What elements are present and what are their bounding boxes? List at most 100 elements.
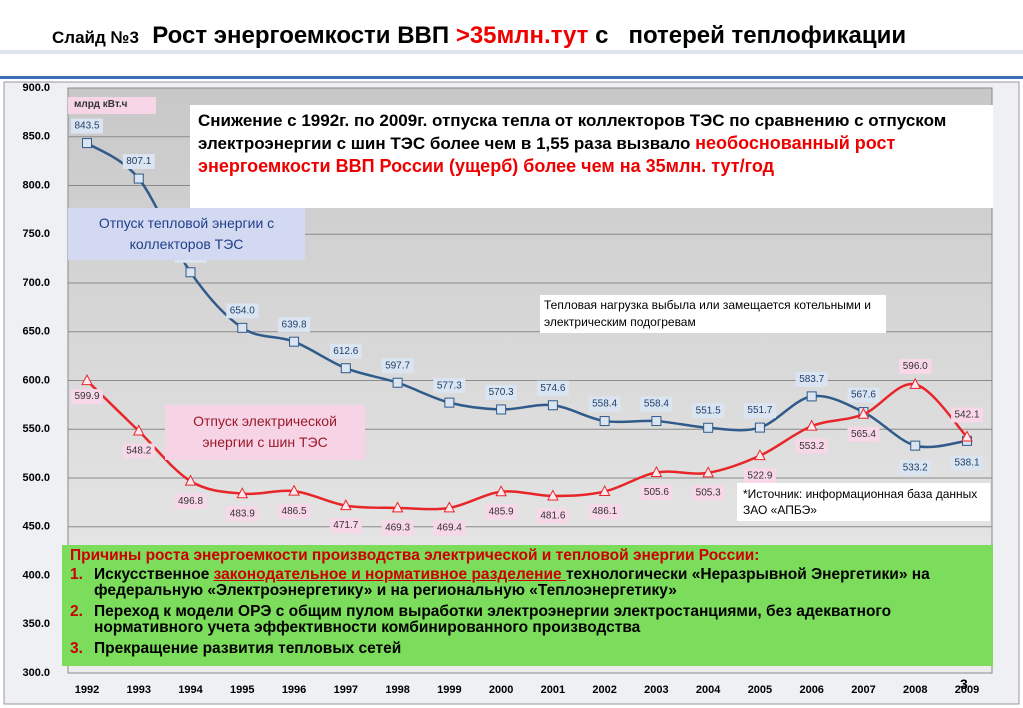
point-marker [599, 416, 610, 427]
point-marker [289, 336, 300, 347]
value-label: 469.4 [437, 522, 462, 533]
x-tick-label: 2000 [489, 684, 513, 696]
value-label-bg [536, 508, 569, 524]
value-label-bg [433, 520, 466, 536]
value-label-bg [485, 384, 518, 400]
item-number: 3. [70, 640, 83, 657]
item-number: 2. [70, 603, 83, 620]
point-marker [495, 485, 507, 497]
value-label-bg [122, 154, 155, 170]
value-label-bg [951, 407, 983, 423]
value-label-bg [795, 371, 828, 387]
value-label-bg [71, 118, 103, 134]
x-tick-label: 1998 [385, 684, 409, 696]
value-label: 533.2 [903, 462, 928, 473]
value-label-bg [743, 403, 776, 419]
y-tick-label: 750.0 [22, 228, 50, 240]
point-marker [444, 397, 455, 408]
value-label: 577.3 [437, 380, 462, 391]
reasons-title: Причины роста энергоемкости производства… [70, 547, 760, 564]
value-label-bg [329, 343, 362, 359]
value-label: 558.4 [592, 399, 617, 410]
reasons-box: Причины роста энергоемкости производства… [62, 545, 993, 666]
note-highlight: необоснованный рост энергоемкости ВВП Ро… [198, 133, 896, 176]
title-highlight: >35млн.тут [455, 22, 589, 49]
y-tick-label: 500.0 [22, 472, 50, 484]
y-tick-label: 400.0 [22, 569, 50, 581]
y-tick-label: 800.0 [22, 179, 50, 191]
point-marker [650, 465, 663, 478]
value-label: 551.7 [747, 405, 772, 416]
value-label-bg [640, 485, 673, 501]
x-tick-label: 1993 [127, 684, 151, 696]
value-label-bg [122, 443, 155, 459]
point-marker [81, 374, 93, 386]
point-marker [754, 449, 766, 461]
value-label: 542.1 [954, 410, 979, 421]
point-marker [185, 267, 196, 278]
y-tick-label: 300.0 [22, 667, 50, 679]
point-marker [857, 407, 870, 419]
value-label-bg [588, 504, 621, 520]
value-label: 612.6 [333, 346, 358, 357]
value-label: 485.9 [489, 506, 514, 517]
header-band [0, 50, 1023, 54]
value-label: 505.6 [644, 487, 669, 498]
unit-label: млрд кВт.ч [68, 97, 156, 114]
legend-entry: Отпуск тепловой энергии с коллекторов ТЭ… [68, 208, 305, 260]
point-marker [651, 416, 662, 427]
value-label: 486.5 [282, 506, 307, 517]
legend-entry: Отпуск электрической энергии с шин ТЭС [165, 405, 365, 460]
point-marker [805, 419, 818, 431]
value-label-bg [692, 403, 725, 419]
point-marker [909, 377, 922, 389]
point-marker [340, 363, 351, 374]
value-label: 551.5 [696, 405, 721, 416]
point-marker [288, 484, 300, 496]
value-label-bg [588, 396, 621, 412]
point-marker [443, 501, 456, 513]
point-marker [547, 400, 558, 411]
value-label: 583.7 [799, 374, 824, 385]
value-label-bg [278, 503, 311, 519]
value-label: 599.9 [74, 391, 99, 402]
value-label-bg [329, 518, 362, 534]
value-label: 567.6 [851, 390, 876, 401]
item-text: Искусственное [94, 566, 214, 583]
value-label: 553.2 [799, 441, 824, 452]
x-tick-label: 1992 [75, 684, 99, 696]
value-label: 574.6 [540, 383, 565, 394]
value-label-bg [226, 506, 259, 522]
y-tick-label: 900.0 [22, 82, 50, 94]
value-label-bg [278, 317, 311, 333]
title-text: Рост энергоемкости ВВП [152, 22, 450, 49]
point-marker [82, 138, 92, 149]
y-tick-label: 700.0 [22, 277, 50, 289]
title: Слайд №3 Рост энергоемкости ВВП >35млн.т… [52, 22, 906, 50]
value-label-bg [951, 455, 983, 471]
x-tick-label: 1996 [282, 684, 306, 696]
x-tick-label: 2008 [903, 684, 927, 696]
value-label-bg [381, 520, 414, 536]
y-tick-label: 600.0 [22, 374, 50, 386]
value-label: 639.8 [282, 319, 307, 330]
value-label-bg [847, 426, 880, 442]
x-tick-label: 2007 [851, 684, 875, 696]
point-marker [754, 422, 765, 433]
value-label-bg [433, 378, 466, 394]
point-marker [961, 430, 973, 442]
point-marker [598, 484, 611, 497]
item-text: Прекращение развития тепловых сетей [94, 640, 402, 657]
value-label: 481.6 [540, 511, 565, 522]
x-tick-label: 2005 [748, 684, 772, 696]
item-text: технологически «Неразрывной Энергетики» … [94, 566, 930, 599]
point-marker [496, 404, 507, 415]
header-line [0, 76, 1023, 79]
point-marker [132, 424, 145, 436]
x-tick-label: 2009 [955, 684, 979, 696]
y-tick-label: 850.0 [22, 131, 50, 143]
x-tick-label: 2006 [799, 684, 823, 696]
value-label-bg [71, 389, 103, 405]
point-marker [910, 440, 921, 451]
y-tick-label: 350.0 [22, 618, 50, 630]
